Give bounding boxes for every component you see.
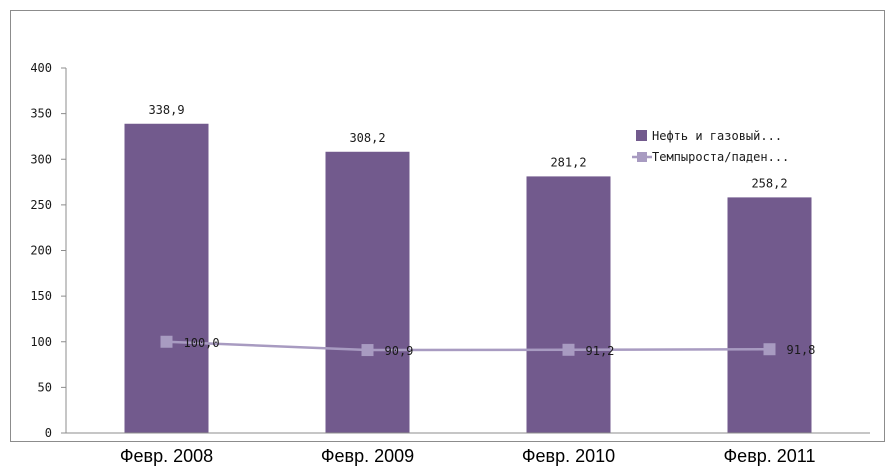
legend-label-line: Темпыроста/паден... xyxy=(652,150,789,164)
line-data-label: 91,8 xyxy=(787,343,816,357)
line-series: 100,0 90,9 91,2 91,8 xyxy=(160,335,816,358)
y-tick-label: 100 xyxy=(30,335,52,349)
line-path xyxy=(166,340,770,352)
x-category-label: Февр. 2010 xyxy=(522,446,615,466)
y-tick-label: 250 xyxy=(30,198,52,212)
line-data-label: 91,2 xyxy=(586,344,615,358)
x-category-label: Февр. 2009 xyxy=(321,446,414,466)
x-category-label: Февр. 2008 xyxy=(120,446,213,466)
bar-data-label: 338,9 xyxy=(148,103,184,117)
legend-swatch-bar xyxy=(636,130,647,141)
bar xyxy=(727,197,812,433)
y-tick-label: 150 xyxy=(30,289,52,303)
line-marker xyxy=(763,343,776,356)
line-marker xyxy=(361,344,374,357)
line-data-label: 90,9 xyxy=(385,344,414,358)
bar xyxy=(526,176,611,433)
legend-swatch-marker xyxy=(637,152,647,162)
y-tick-label: 50 xyxy=(38,380,52,394)
bar-series xyxy=(124,123,812,433)
line-data-label: 100,0 xyxy=(184,336,220,350)
line-marker xyxy=(562,343,575,356)
legend-label-bar: Нефть и газовый... xyxy=(652,129,782,143)
bar-data-label: 258,2 xyxy=(751,176,787,190)
bar xyxy=(124,123,209,433)
y-tick-label: 300 xyxy=(30,152,52,166)
y-tick-label: 200 xyxy=(30,244,52,258)
bar xyxy=(325,151,410,433)
y-tick-label: 400 xyxy=(30,61,52,75)
bar-data-label: 281,2 xyxy=(550,155,586,169)
y-axis: 0 50 100 150 200 250 300 350 400 xyxy=(30,61,67,440)
y-tick-label: 0 xyxy=(45,426,52,440)
x-axis: Февр. 2008 Февр. 2009 Февр. 2010 Февр. 2011 xyxy=(66,432,870,466)
line-marker xyxy=(160,335,173,348)
chart-frame xyxy=(10,10,885,442)
bar-data-labels: 338,9 308,2 281,2 258,2 xyxy=(148,103,787,191)
bar-data-label: 308,2 xyxy=(349,131,385,145)
x-category-label: Февр. 2011 xyxy=(724,446,816,466)
legend: Нефть и газовый... Темпыроста/паден... xyxy=(632,129,789,164)
y-tick-label: 350 xyxy=(30,107,52,121)
